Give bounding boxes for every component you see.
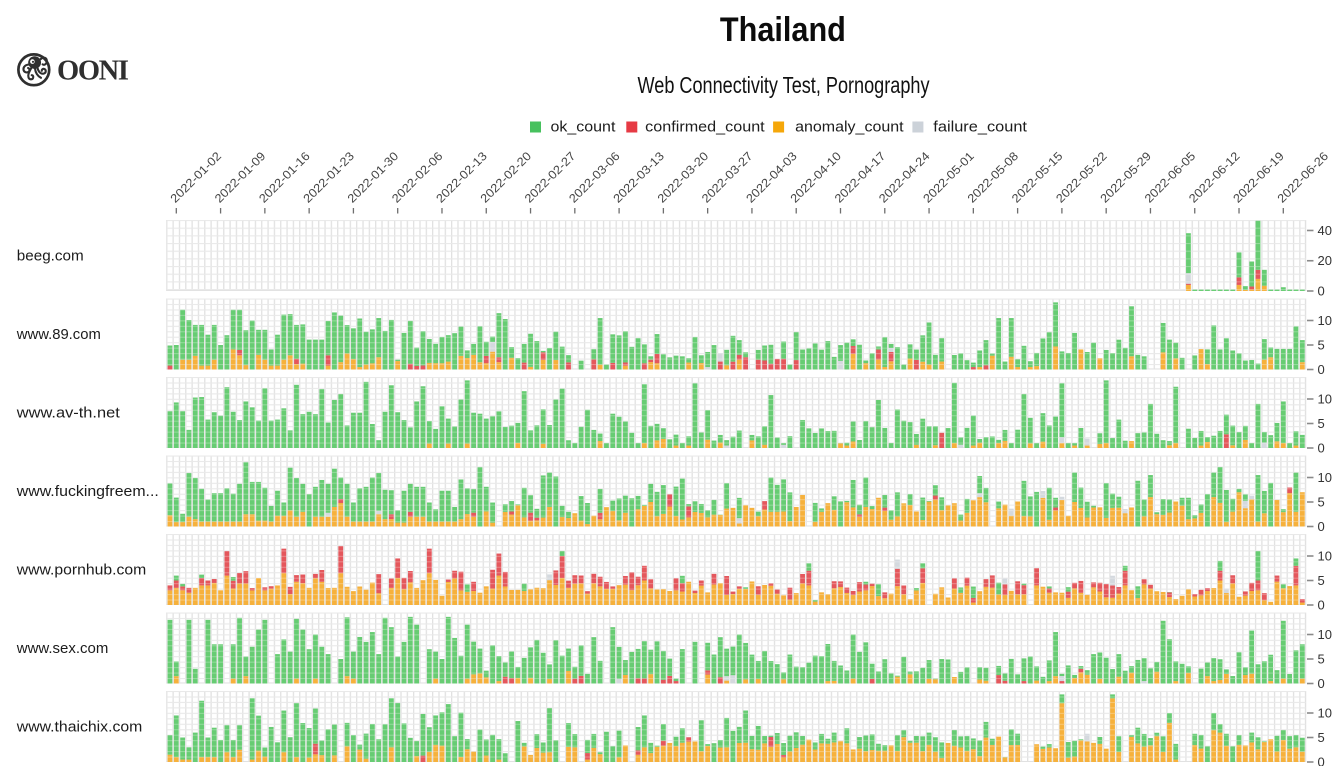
- svg-text:40: 40: [1317, 223, 1331, 238]
- svg-text:0: 0: [1317, 362, 1324, 377]
- svg-text:www.pornhub.com: www.pornhub.com: [16, 562, 147, 579]
- svg-text:www.av-th.net: www.av-th.net: [16, 405, 121, 422]
- svg-text:failure_count: failure_count: [933, 119, 1028, 136]
- svg-text:10: 10: [1317, 313, 1331, 328]
- svg-text:20: 20: [1317, 253, 1331, 268]
- svg-text:10: 10: [1317, 705, 1331, 720]
- svg-text:0: 0: [1317, 754, 1324, 766]
- svg-text:anomaly_count: anomaly_count: [795, 119, 904, 136]
- svg-text:0: 0: [1317, 440, 1324, 455]
- svg-text:ok_count: ok_count: [551, 119, 617, 136]
- svg-text:10: 10: [1317, 470, 1331, 485]
- svg-text:10: 10: [1317, 548, 1331, 563]
- svg-text:beeg.com: beeg.com: [17, 248, 84, 265]
- svg-text:www.89.com: www.89.com: [16, 326, 101, 343]
- svg-text:0: 0: [1317, 283, 1324, 298]
- svg-text:0: 0: [1317, 519, 1324, 534]
- svg-text:0: 0: [1317, 676, 1324, 691]
- svg-text:10: 10: [1317, 391, 1331, 406]
- svg-text:OONI: OONI: [57, 56, 129, 87]
- svg-text:5: 5: [1317, 494, 1324, 509]
- svg-text:confirmed_count: confirmed_count: [645, 119, 765, 136]
- svg-text:5: 5: [1317, 416, 1324, 431]
- svg-text:www.sex.com: www.sex.com: [16, 640, 108, 657]
- svg-text:5: 5: [1317, 337, 1324, 352]
- svg-text:5: 5: [1317, 651, 1324, 666]
- svg-text:Web Connectivity Test, Pornogr: Web Connectivity Test, Pornography: [638, 72, 930, 98]
- svg-text:5: 5: [1317, 730, 1324, 745]
- svg-text:0: 0: [1317, 597, 1324, 612]
- svg-text:10: 10: [1317, 627, 1331, 642]
- svg-text:5: 5: [1317, 573, 1324, 588]
- svg-text:www.thaichix.com: www.thaichix.com: [16, 719, 143, 736]
- svg-text:www.fuckingfreem...: www.fuckingfreem...: [16, 483, 159, 500]
- svg-text:Thailand: Thailand: [720, 11, 846, 49]
